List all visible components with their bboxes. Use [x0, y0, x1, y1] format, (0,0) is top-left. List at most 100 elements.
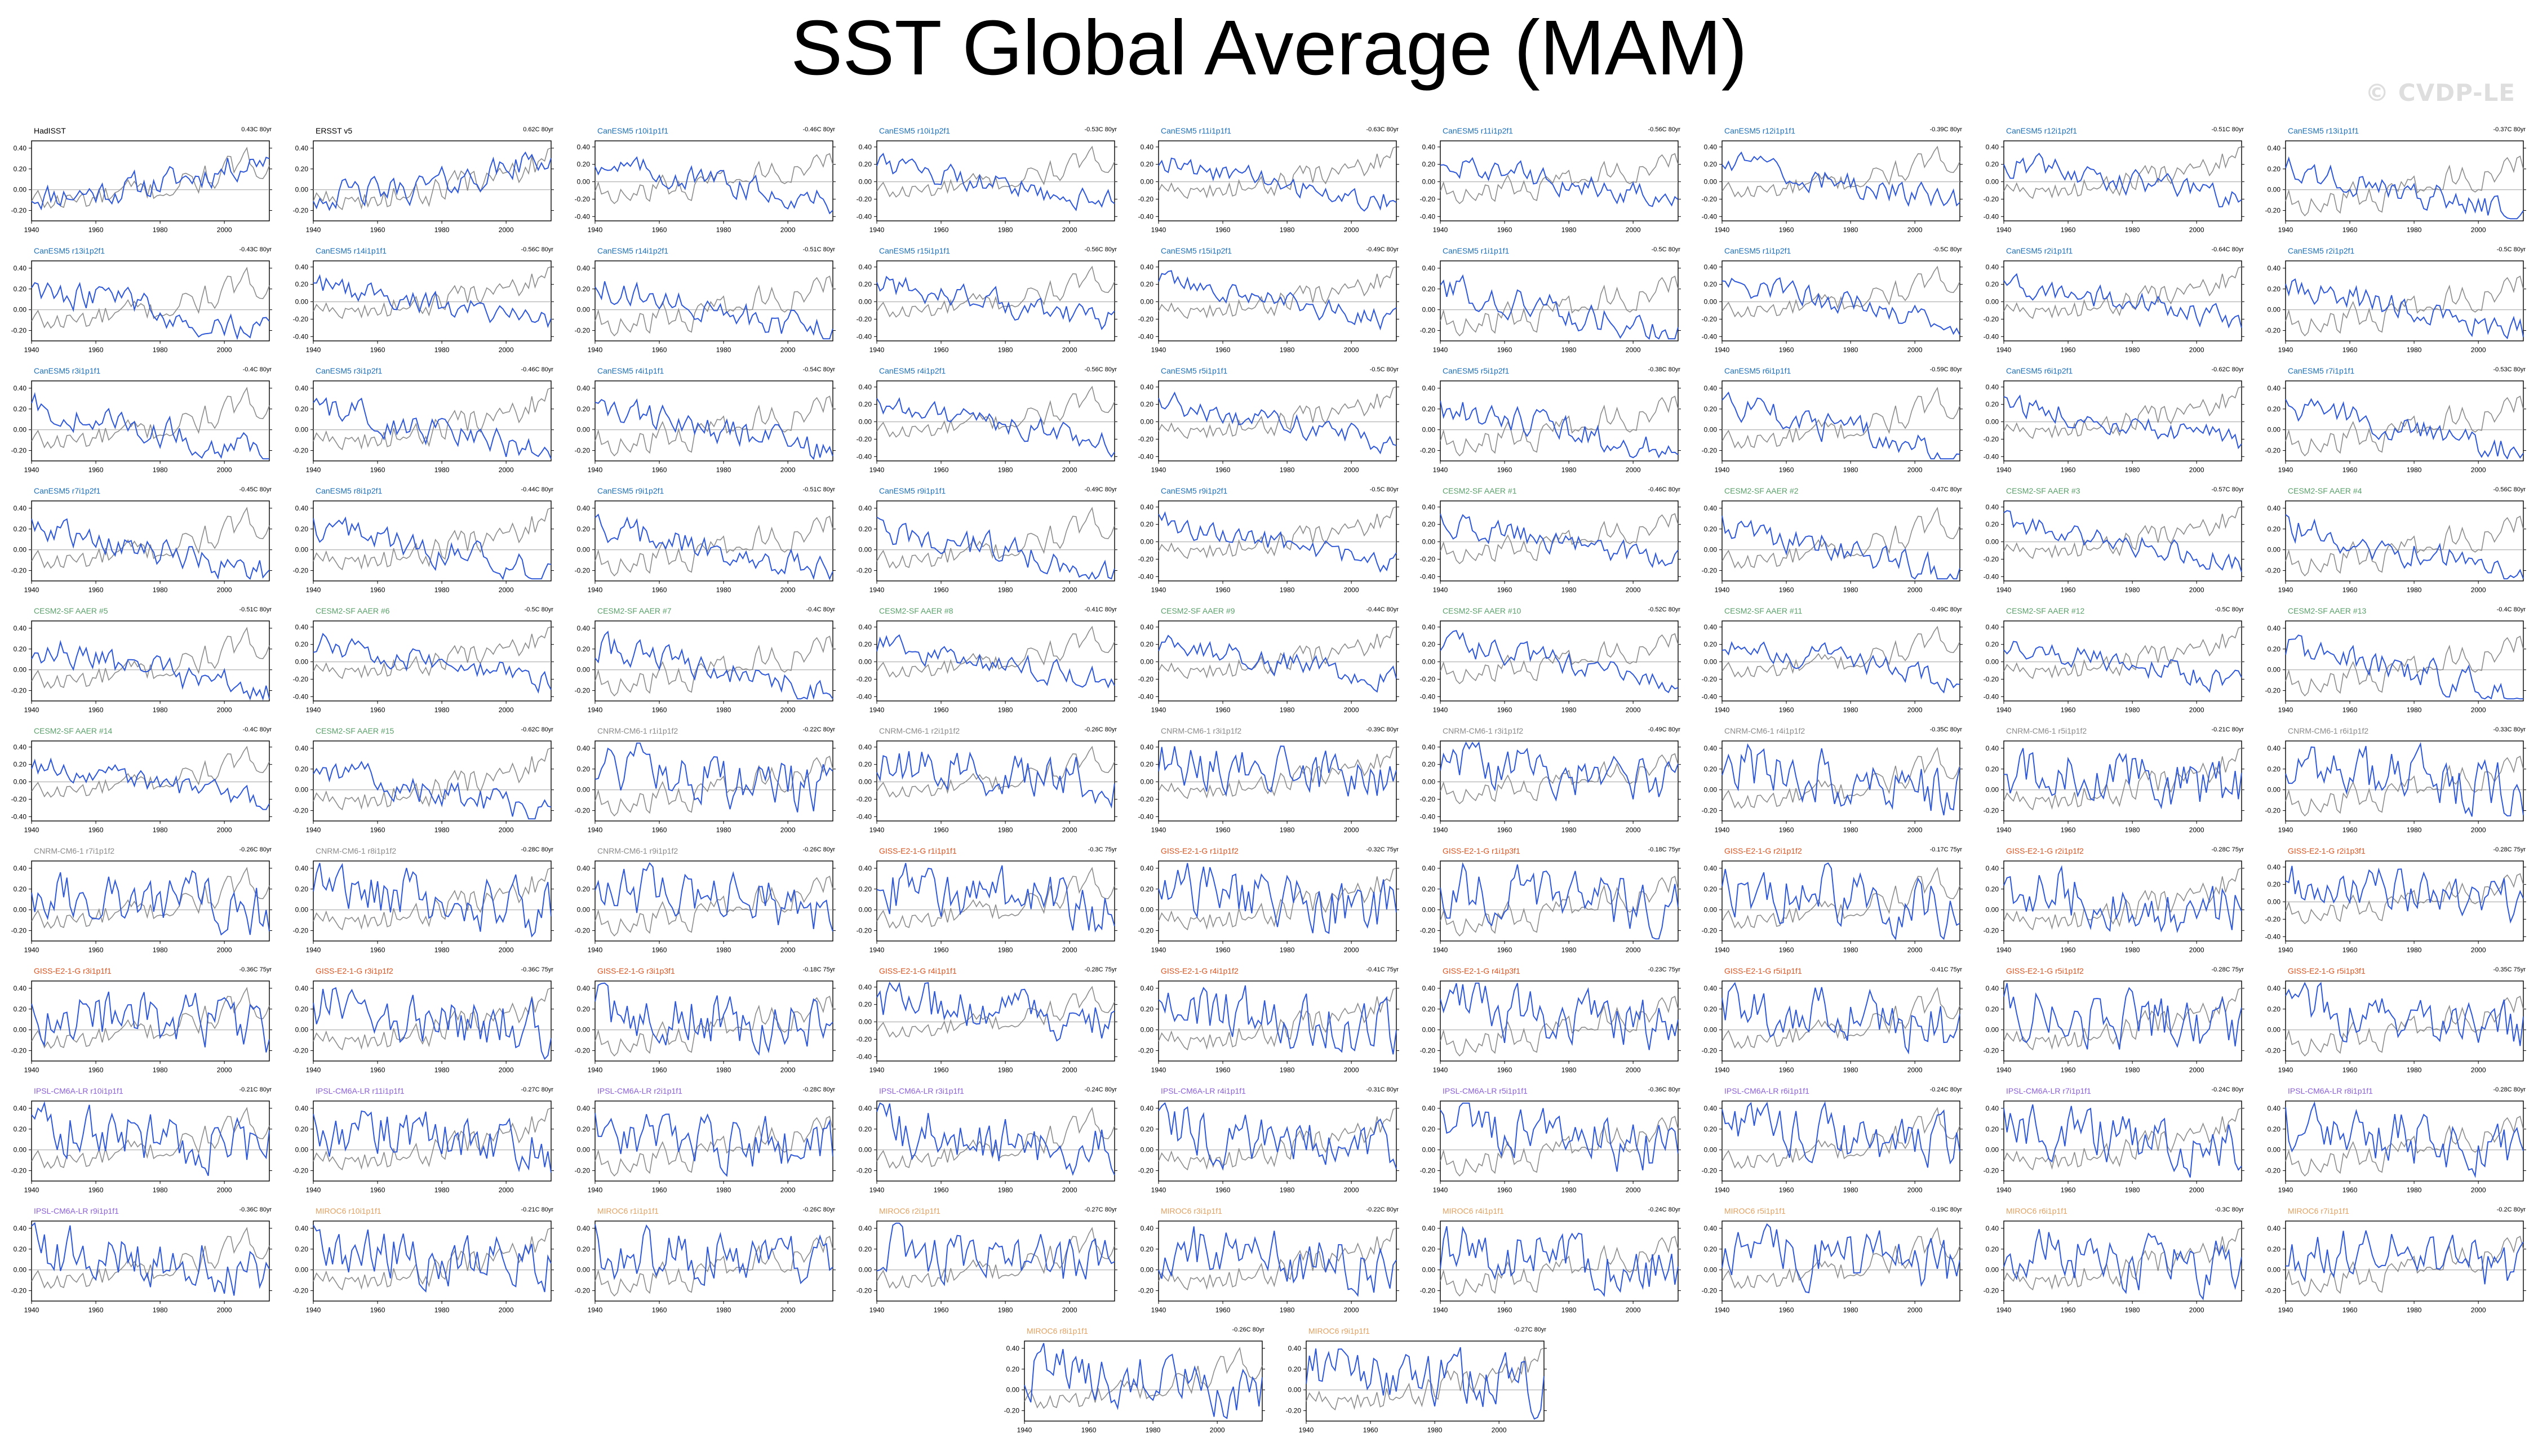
panel-trend: -0.36C 75yr	[521, 966, 553, 973]
series-line-member	[313, 397, 552, 459]
y-tick-label: 0.40	[1422, 743, 1436, 751]
x-tick-label: 1980	[716, 826, 731, 834]
y-tick-label: 0.40	[1704, 744, 1718, 752]
panel-trend: -0.49C 80yr	[1084, 486, 1117, 493]
y-tick-label: 0.00	[14, 186, 27, 194]
series-line-reference	[1440, 396, 1679, 456]
x-tick-label: 1960	[370, 1186, 385, 1194]
y-tick-label: 0.00	[14, 1026, 27, 1034]
series-line-member	[313, 151, 552, 211]
series-line-member	[2003, 1104, 2242, 1178]
x-tick-label: 1940	[1151, 706, 1166, 714]
panel: IPSL-CM6A-LR r4i1p1f1 -0.31C 80yr 0.40 0.20…	[1127, 1082, 1406, 1200]
panel-title: CNRM-CM6-1 r4i1p1f2	[1724, 726, 1805, 735]
x-tick-label: 1960	[2342, 1066, 2358, 1074]
x-tick-label: 2000	[1907, 1306, 1923, 1314]
plot-frame	[1440, 380, 1679, 461]
panel-title: MIROC6 r6i1p1f1	[2006, 1206, 2067, 1215]
y-tick-label: -0.20	[1138, 1047, 1154, 1055]
panel: CESM2-SF AAER #7 -0.4C 80yr 0.40 0.20 0.00 -0…	[563, 602, 843, 720]
y-tick-label: 0.40	[577, 624, 591, 632]
series-line-reference	[1158, 266, 1397, 319]
y-tick-label: 0.40	[14, 504, 27, 512]
y-tick-label: 0.40	[1141, 984, 1154, 992]
x-tick-label: 1960	[88, 1186, 104, 1194]
series-line-member	[594, 513, 833, 580]
panel-plot: 0.40 0.20 0.00 -0.20 1940 1960 1980 2000	[2265, 500, 2526, 594]
panel-trend: -0.28C 75yr	[1084, 966, 1117, 973]
y-tick-label: -0.20	[1984, 315, 1999, 323]
panel-plot: 0.40 0.20 0.00 -0.20 1940 1960 1980 2000	[1702, 860, 1963, 954]
panel-plot: 0.40 0.20 0.00 -0.20 1940 1960 1980 2000	[293, 980, 554, 1074]
x-tick-label: 1980	[716, 1306, 731, 1314]
series-line-member	[1721, 1223, 1960, 1294]
series-line-member	[2285, 398, 2524, 460]
series-line-member	[594, 156, 833, 215]
series-line-member	[876, 276, 1115, 331]
x-tick-label: 2000	[2471, 346, 2486, 354]
panel: CESM2-SF AAER #9 -0.44C 80yr 0.40 0.20 0.00 -…	[1127, 602, 1406, 720]
panel-plot: 0.40 0.20 0.00 -0.20 -0.40 1940 1960 1980 2000	[293, 260, 554, 354]
y-tick-label: -0.40	[1984, 452, 1999, 460]
x-tick-label: 2000	[1907, 1186, 1923, 1194]
panel-title: CESM2-SF AAER #11	[1724, 606, 1803, 615]
y-tick-label: 0.00	[859, 298, 872, 306]
panel-trend: -0.26C 80yr	[802, 1206, 835, 1213]
y-tick-label: -0.40	[1984, 332, 1999, 340]
y-tick-label: -0.20	[1420, 195, 1436, 203]
x-tick-label: 2000	[1626, 826, 1641, 834]
series-line-member	[1440, 274, 1679, 340]
series-line-member	[1158, 1102, 1397, 1171]
y-tick-label: 0.00	[1704, 658, 1718, 666]
panel: GISS-E2-1-G r3i1p1f1 -0.36C 75yr 0.40 0.20 0…	[0, 962, 279, 1080]
y-tick-label: -0.20	[857, 1035, 872, 1043]
y-tick-label: 0.40	[1704, 384, 1718, 392]
panel: CanESM5 r4i1p2f1 -0.56C 80yr 0.40 0.20 0.00 -…	[845, 362, 1125, 480]
x-tick-label: 1940	[869, 1306, 885, 1314]
y-tick-label: -0.20	[1702, 807, 1718, 815]
panel-title: GISS-E2-1-G r2i1p1f2	[1724, 846, 1802, 855]
panel-title: MIROC6 r3i1p1f1	[1161, 1206, 1222, 1215]
y-tick-label: -0.40	[11, 813, 27, 820]
series-line-reference	[594, 996, 833, 1057]
x-tick-label: 1940	[1715, 586, 1730, 594]
x-tick-label: 1940	[2278, 346, 2293, 354]
panel-plot: 0.40 0.20 0.00 -0.20 1940 1960 1980 2000	[1984, 860, 2244, 954]
x-tick-label: 2000	[1344, 1066, 1359, 1074]
panel-plot: 0.40 0.20 0.00 -0.20 1940 1960 1980 2000	[1138, 980, 1399, 1074]
x-tick-label: 1940	[24, 946, 39, 954]
panel-plot: 0.40 0.20 0.00 -0.20 -0.40 1940 1960 1980 2000	[1138, 620, 1399, 714]
y-tick-label: -0.20	[1984, 675, 1999, 683]
y-tick-label: -0.20	[575, 195, 591, 203]
x-tick-label: 1940	[24, 586, 39, 594]
y-tick-label: 0.00	[14, 426, 27, 434]
watermark: © CVDP-LE	[2365, 79, 2515, 106]
plot-frame	[2003, 140, 2242, 221]
y-tick-label: 0.00	[1986, 1026, 1999, 1034]
panel-trend: -0.4C 80yr	[242, 726, 272, 733]
x-tick-label: 1940	[588, 466, 603, 474]
x-tick-label: 1960	[934, 586, 949, 594]
panel-plot: 0.40 0.20 0.00 -0.20 -0.40 1940 1960 1980 2000	[1702, 260, 1963, 354]
series-line-member	[31, 870, 270, 936]
y-tick-label: 0.00	[1986, 418, 1999, 426]
x-tick-label: 1980	[1427, 1426, 1443, 1434]
x-tick-label: 1940	[1017, 1426, 1032, 1434]
x-tick-label: 2000	[1062, 346, 1077, 354]
series-line-reference	[594, 756, 833, 816]
series-line-reference	[2285, 276, 2524, 336]
x-tick-label: 1940	[588, 1306, 603, 1314]
x-tick-label: 1960	[934, 466, 949, 474]
panel-trend: -0.28C 80yr	[2493, 1086, 2526, 1093]
x-tick-label: 1960	[652, 946, 667, 954]
y-tick-label: 0.00	[295, 786, 309, 794]
panel-plot: 0.40 0.20 0.00 -0.20 -0.40 1940 1960 1980 2000	[857, 740, 1117, 834]
series-line-reference	[313, 387, 552, 451]
plot-frame	[594, 140, 833, 221]
series-line-member	[1721, 515, 1960, 580]
panel-trend: -0.27C 80yr	[1514, 1326, 1546, 1333]
series-line-reference	[594, 1116, 833, 1177]
y-tick-label: 0.20	[1141, 1245, 1154, 1253]
panel-trend: -0.39C 80yr	[1929, 126, 1962, 133]
panel-plot: 0.40 0.20 0.00 -0.20 -0.40 1940 1960 1980 2000	[1138, 380, 1399, 474]
